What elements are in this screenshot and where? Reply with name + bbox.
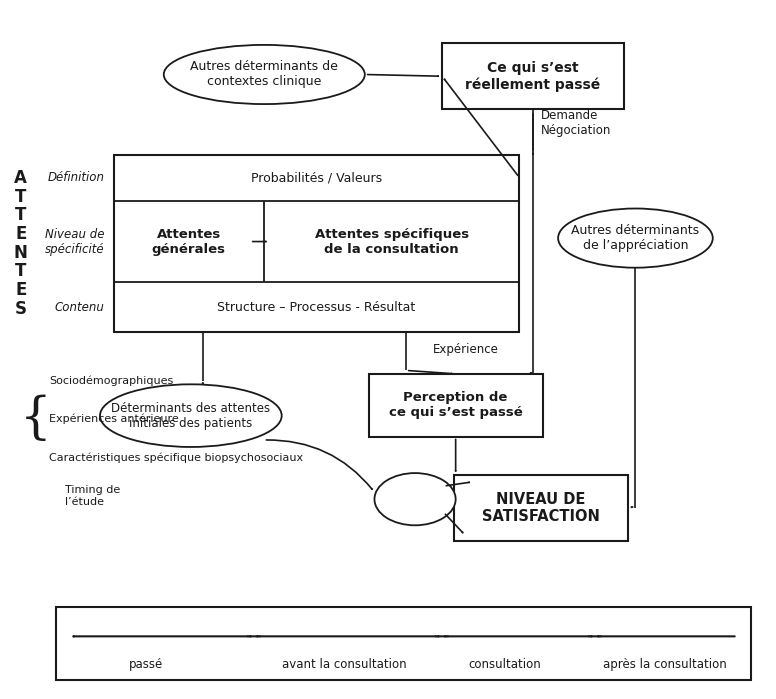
Text: après la consultation: après la consultation bbox=[602, 658, 726, 670]
Text: NIVEAU DE
SATISFACTION: NIVEAU DE SATISFACTION bbox=[482, 491, 600, 524]
Ellipse shape bbox=[375, 473, 456, 525]
Text: Perception de
ce qui s’est passé: Perception de ce qui s’est passé bbox=[389, 391, 522, 419]
Text: Autres déterminants
de l’appréciation: Autres déterminants de l’appréciation bbox=[571, 224, 699, 252]
Text: Ce qui s’est
réellement passé: Ce qui s’est réellement passé bbox=[466, 61, 601, 92]
Text: Contenu: Contenu bbox=[54, 301, 104, 314]
Text: A
T
T
E
N
T
E
S: A T T E N T E S bbox=[14, 169, 28, 318]
Ellipse shape bbox=[164, 45, 365, 104]
Text: {: { bbox=[20, 394, 52, 444]
FancyBboxPatch shape bbox=[113, 154, 519, 332]
Text: Caractéristiques spécifique biopsychosociaux: Caractéristiques spécifique biopsychosoc… bbox=[50, 452, 303, 463]
Text: Demande
Négociation: Demande Négociation bbox=[541, 109, 611, 137]
Text: Attentes spécifiques
de la consultation: Attentes spécifiques de la consultation bbox=[314, 228, 469, 256]
Text: Structure – Processus - Résultat: Structure – Processus - Résultat bbox=[217, 301, 416, 314]
Text: Attentes
générales: Attentes générales bbox=[151, 228, 226, 256]
FancyBboxPatch shape bbox=[369, 374, 542, 437]
Text: Probabilités / Valeurs: Probabilités / Valeurs bbox=[251, 171, 382, 184]
Text: consultation: consultation bbox=[468, 658, 541, 670]
Text: Expériences antérieure: Expériences antérieure bbox=[50, 414, 179, 424]
Text: Autres déterminants de
contextes clinique: Autres déterminants de contextes cliniqu… bbox=[190, 61, 338, 89]
Text: Définition: Définition bbox=[47, 171, 104, 184]
FancyBboxPatch shape bbox=[454, 475, 628, 541]
Text: passé: passé bbox=[129, 658, 163, 670]
Ellipse shape bbox=[100, 384, 282, 447]
Text: Timing de
l’étude: Timing de l’étude bbox=[64, 485, 120, 507]
Text: Déterminants des attentes
initiales des patients: Déterminants des attentes initiales des … bbox=[111, 402, 270, 430]
Text: Sociodémographiques: Sociodémographiques bbox=[50, 375, 174, 386]
Text: Niveau de
spécificité: Niveau de spécificité bbox=[44, 228, 104, 256]
Ellipse shape bbox=[558, 208, 712, 268]
FancyBboxPatch shape bbox=[56, 607, 751, 680]
Text: avant la consultation: avant la consultation bbox=[282, 658, 407, 670]
FancyBboxPatch shape bbox=[442, 43, 624, 109]
Text: Expérience: Expérience bbox=[432, 343, 498, 356]
